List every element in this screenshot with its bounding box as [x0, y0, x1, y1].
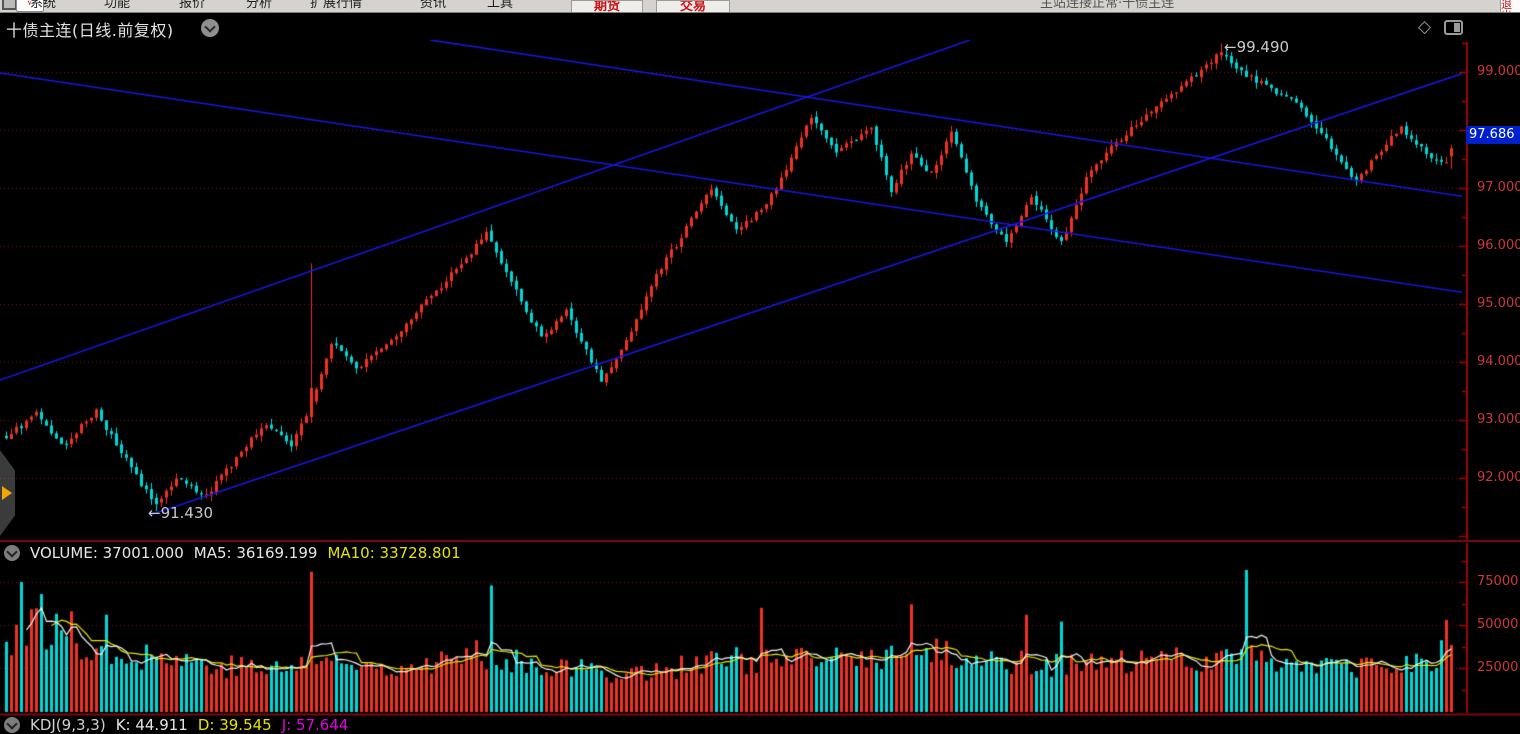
low-annotation: ←91.430 [148, 504, 214, 522]
kdj-k-value: K: 44.911 [115, 716, 188, 734]
menu-item-资讯[interactable]: 资讯 [420, 0, 447, 11]
chevron-glyph [6, 718, 18, 730]
price-axis-label: 97.000 [1477, 180, 1520, 195]
scroll-left-handle[interactable] [0, 450, 15, 536]
menu-item-期货[interactable]: 期货 [571, 0, 643, 13]
menu-item-工具[interactable]: 工具 [487, 0, 514, 11]
volume-axis-label: 50000 [1477, 617, 1519, 632]
chevron-glyph [204, 21, 216, 33]
price-axis-label: 94.000 [1477, 354, 1520, 369]
price-axis-label: 93.000 [1477, 412, 1520, 427]
price-axis-label: 92.000 [1477, 470, 1520, 485]
volume-axis-label: 25000 [1477, 660, 1519, 675]
play-arrow-icon [2, 486, 12, 500]
current-price-badge: 97.686 [1466, 126, 1520, 144]
menu-item-扩展行情[interactable]: 扩展行情 [310, 0, 363, 11]
connection-status-text: 主站连接正常·十债主连 [1040, 0, 1175, 11]
panel-layout-icon[interactable] [1444, 20, 1463, 35]
kdj-pane-header: KDJ(9,3,3) K: 44.911 D: 39.545 J: 57.644 [4, 716, 348, 734]
kdj-j-value: J: 57.644 [281, 716, 349, 734]
volume-ma10-value: MA10: 33728.801 [327, 544, 461, 562]
kdj-d-value: D: 39.545 [197, 716, 272, 734]
menu-item-功能[interactable]: 功能 [104, 0, 131, 11]
window-icon[interactable] [2, 0, 17, 10]
menu-item-系统[interactable]: 系统 [30, 0, 57, 11]
volume-value: VOLUME: 37001.000 [30, 544, 184, 562]
volume-ma5-value: MA5: 36169.199 [193, 544, 318, 562]
menu-item-报价[interactable]: 报价 [179, 0, 206, 11]
diamond-tool-icon[interactable]: ◇ [1418, 17, 1432, 37]
high-annotation: ←99.490 [1224, 38, 1290, 56]
chevron-glyph [6, 546, 18, 558]
price-axis-label: 95.000 [1477, 296, 1520, 311]
volume-pane-header: VOLUME: 37001.000 MA5: 36169.199 MA10: 3… [4, 544, 461, 562]
price-axis-label: 96.000 [1477, 238, 1520, 253]
app-logo-icon[interactable]: √ [16, 0, 44, 12]
menu-corner-button[interactable]: 退出 [1500, 0, 1520, 12]
menu-bar: √ 系统 功能 报价 分析 扩展行情 资讯 工具 期货 交易 主站连接正常·十债主连 退出 [0, 0, 1520, 13]
menu-item-label: 期货 [593, 0, 620, 13]
menu-item-交易[interactable]: 交易 [656, 0, 730, 13]
kdj-label: KDJ(9,3,3) [30, 716, 106, 734]
collapse-volume-icon[interactable] [4, 545, 20, 561]
menu-item-label: 交易 [679, 0, 706, 13]
panel-layout-fill [1454, 23, 1460, 32]
menu-item-分析[interactable]: 分析 [246, 0, 273, 11]
page-title: 十债主连(日线.前复权) [6, 21, 174, 40]
volume-axis-label: 75000 [1477, 574, 1519, 589]
collapse-kdj-icon[interactable] [4, 717, 20, 733]
price-axis-label: 99.000 [1477, 64, 1520, 79]
chevron-down-icon[interactable] [201, 19, 219, 37]
